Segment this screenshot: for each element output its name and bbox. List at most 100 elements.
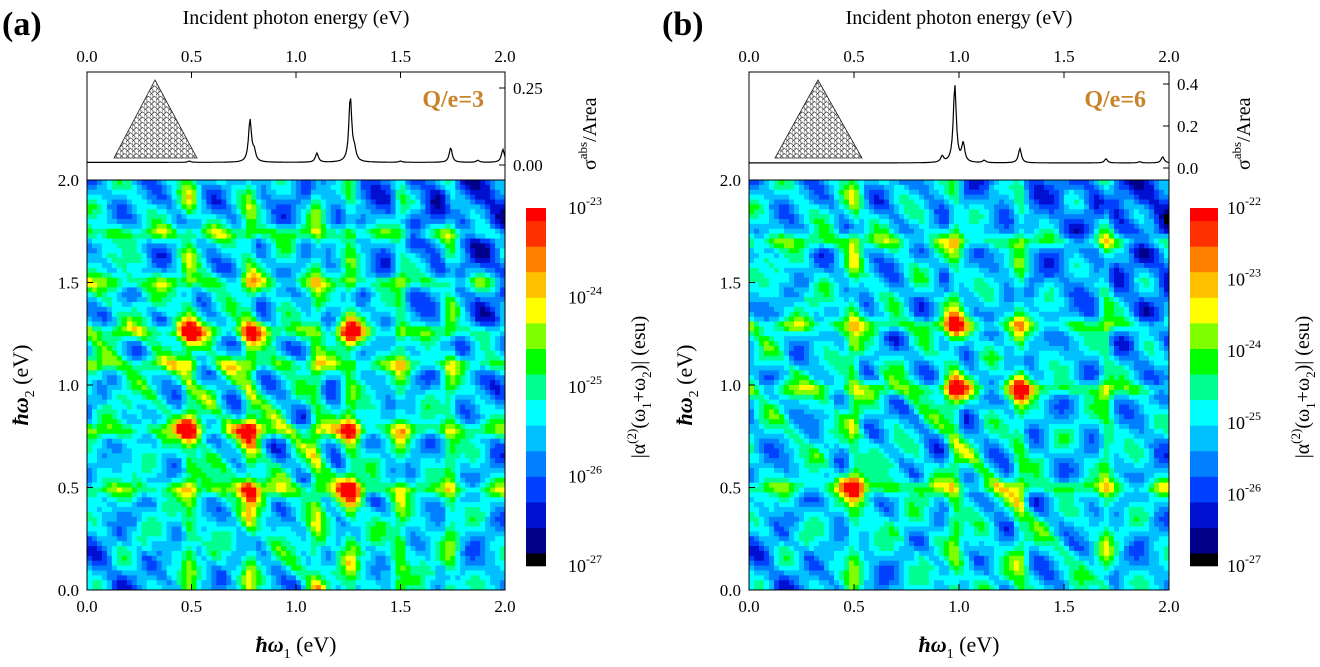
- heatmap-cell: [291, 350, 297, 357]
- heatmap-cell: [87, 370, 93, 376]
- heatmap-cell: [420, 228, 426, 235]
- heatmap-cell: [470, 209, 476, 215]
- heatmap-cell: [415, 267, 421, 274]
- heatmap-cell: [111, 404, 118, 410]
- heatmap-cell: [375, 233, 381, 239]
- heatmap-cell: [181, 253, 187, 259]
- heatmap-cell: [485, 272, 491, 279]
- heatmap-cell: [161, 277, 168, 283]
- heatmap-cell: [236, 311, 242, 318]
- heatmap-cell: [480, 209, 486, 215]
- heatmap-cell: [410, 443, 416, 449]
- heatmap-cell: [286, 428, 292, 435]
- heatmap-cell: [440, 272, 446, 279]
- heatmap-cell: [87, 238, 93, 244]
- heatmap-cell: [176, 345, 182, 352]
- heatmap-cell: [355, 233, 362, 239]
- heatmap-cell: [121, 336, 128, 342]
- heatmap-cell: [360, 287, 367, 293]
- heatmap-cell: [281, 321, 287, 327]
- heatmap-cell: [345, 302, 352, 308]
- heatmap-cell: [91, 311, 98, 318]
- heatmap-cell: [485, 267, 491, 274]
- heatmap-cell: [355, 443, 362, 449]
- heatmap-cell: [151, 233, 158, 239]
- heatmap-cell: [296, 219, 302, 225]
- heatmap-cell: [325, 219, 332, 225]
- heatmap-cell: [315, 463, 322, 469]
- heatmap-cell: [425, 463, 431, 469]
- heatmap-cell: [106, 394, 113, 401]
- heatmap-cell: [320, 277, 327, 283]
- heatmap-cell: [261, 345, 267, 352]
- heatmap-cell: [440, 331, 446, 337]
- heatmap-cell: [420, 428, 426, 435]
- heatmap-cell: [246, 287, 252, 293]
- heatmap-cell: [470, 419, 476, 425]
- heatmap-cell: [350, 262, 357, 269]
- heatmap-cell: [395, 184, 401, 191]
- heatmap-cell: [310, 424, 317, 430]
- heatmap-cell: [480, 428, 486, 435]
- heatmap-cell: [226, 199, 232, 205]
- heatmap-cell: [196, 228, 202, 235]
- heatmap-cell: [181, 409, 187, 415]
- heatmap-cell: [256, 453, 262, 459]
- heatmap-cell: [166, 311, 172, 318]
- heatmap-cell: [246, 370, 252, 376]
- heatmap-cell: [236, 394, 242, 401]
- heatmap-cell: [96, 272, 103, 279]
- heatmap-cell: [485, 228, 491, 235]
- heatmap-cell: [176, 331, 182, 337]
- heatmap-cell: [181, 272, 187, 279]
- heatmap-cell: [470, 336, 476, 342]
- heatmap-cell: [420, 336, 426, 342]
- heatmap-cell: [87, 433, 93, 440]
- heatmap-cell: [286, 248, 292, 254]
- heatmap-cell: [470, 243, 476, 249]
- heatmap-cell: [430, 282, 436, 288]
- heatmap-cell: [251, 326, 257, 332]
- heatmap-cell: [181, 297, 187, 303]
- heatmap-cell: [335, 184, 342, 191]
- heatmap-cell: [281, 336, 287, 342]
- heatmap-cell: [186, 355, 192, 361]
- heatmap-cell: [445, 277, 451, 283]
- top-x-axis-title-a: Incident photon energy (eV): [183, 7, 410, 29]
- heatmap-cell: [146, 355, 153, 361]
- heatmap-cell: [350, 253, 357, 259]
- heatmap-cell: [221, 209, 227, 215]
- heatmap-cell: [281, 419, 287, 425]
- heatmap-cell: [241, 321, 247, 327]
- heatmap-cell: [221, 341, 227, 347]
- heatmap-cell: [276, 287, 282, 293]
- heatmap-cell: [181, 277, 187, 283]
- heatmap-cell: [325, 209, 332, 215]
- heatmap-cell: [286, 409, 292, 415]
- heatmap-cell: [201, 394, 207, 401]
- heatmap-cell: [500, 424, 506, 430]
- heatmap-cell: [116, 204, 123, 210]
- heatmap-cell: [315, 433, 322, 440]
- heatmap-cell: [111, 394, 118, 401]
- heatmap-cell: [266, 262, 272, 269]
- heatmap-cell: [166, 375, 172, 381]
- heatmap-cell: [325, 380, 332, 386]
- heatmap-cell: [161, 287, 168, 293]
- heatmap-cell: [430, 336, 436, 342]
- heatmap-cell: [440, 262, 446, 269]
- heatmap-cell: [241, 350, 247, 357]
- heatmap-cell: [101, 424, 108, 430]
- heatmap-cell: [440, 414, 446, 420]
- heatmap-cell: [266, 438, 272, 444]
- heatmap-cell: [490, 341, 496, 347]
- heatmap-cell: [330, 277, 337, 283]
- heatmap-cell: [276, 428, 282, 435]
- heatmap-cell: [221, 248, 227, 254]
- heatmap-cell: [201, 385, 207, 391]
- heatmap-cell: [231, 267, 237, 274]
- heatmap-cell: [96, 399, 103, 405]
- heatmap-cell: [310, 448, 317, 454]
- heatmap-cell: [330, 326, 337, 332]
- heatmap-cell: [485, 253, 491, 259]
